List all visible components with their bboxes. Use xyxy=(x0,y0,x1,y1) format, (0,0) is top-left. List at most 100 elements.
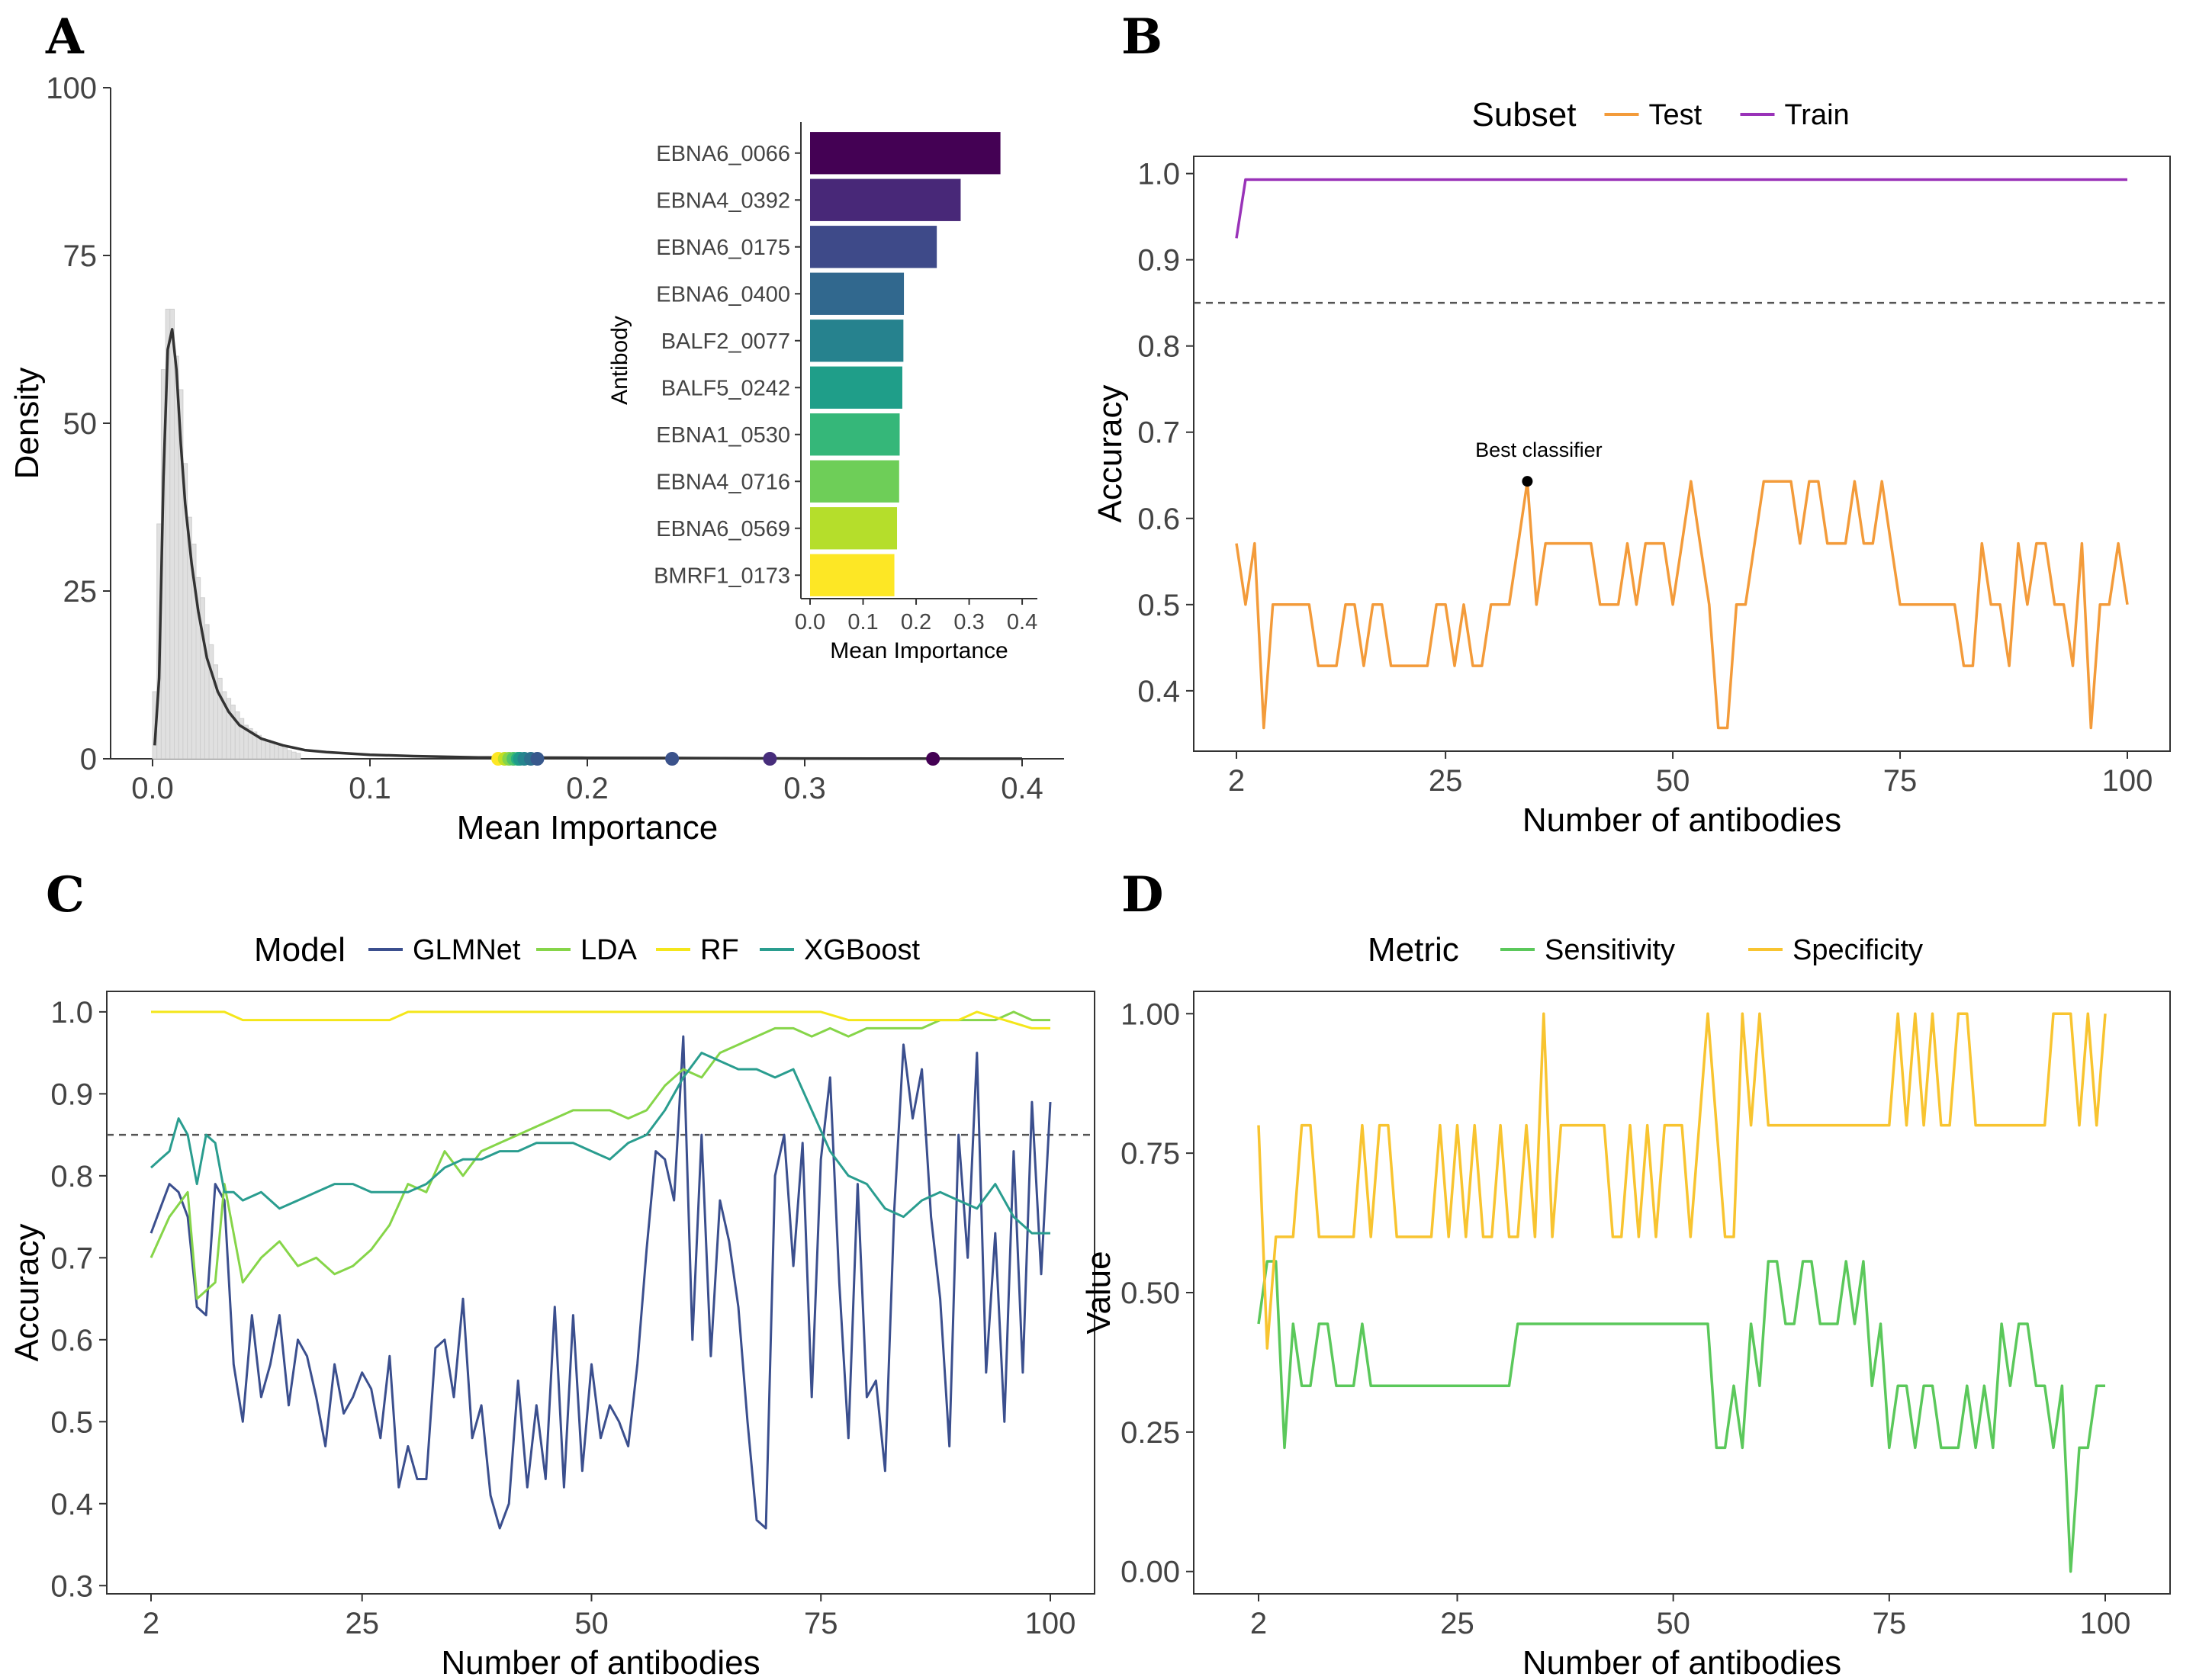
inset-bar xyxy=(810,413,900,456)
y-tick-label: 0.6 xyxy=(1137,503,1180,536)
series-line-lda xyxy=(150,1010,1050,1300)
inset-category-label: EBNA1_0530 xyxy=(656,423,790,448)
x-tick-label: 0.3 xyxy=(783,772,826,805)
histogram-bar xyxy=(265,739,271,760)
y-tick-label: 0.7 xyxy=(50,1242,93,1275)
inset-bar xyxy=(810,554,895,596)
inset-bar xyxy=(810,366,902,409)
x-tick-label: 50 xyxy=(1656,764,1690,798)
x-tick-label: 2 xyxy=(1228,764,1245,798)
y-tick-label: 0.5 xyxy=(50,1405,93,1439)
panel-b-chart: 2 25 50 75 100 0.4 0.5 0.6 0.7 0.8 0.9 1.0 Number of… xyxy=(1092,96,2171,839)
x-tick-label: 2 xyxy=(1250,1607,1267,1640)
y-axis-title: Accuracy xyxy=(8,1224,46,1362)
histogram-bar xyxy=(287,750,292,760)
series-line-specificity xyxy=(1257,1012,2107,1350)
x-tick-label: 50 xyxy=(574,1607,609,1640)
panel-letter-c: C xyxy=(46,866,85,924)
legend-label: RF xyxy=(700,934,739,966)
x-tick-label: 75 xyxy=(1873,1607,1907,1640)
best-classifier-label: Best classifier xyxy=(1475,438,1603,461)
best-classifier-point xyxy=(1522,476,1533,487)
y-tick-label: 25 xyxy=(63,575,98,609)
inset-category-label: BALF2_0077 xyxy=(661,329,790,354)
y-tick-label: 1.0 xyxy=(50,996,93,1030)
panel-letter-a: A xyxy=(45,8,85,66)
y-tick-label: 0.4 xyxy=(1137,675,1180,708)
x-tick-label: 100 xyxy=(2102,764,2153,798)
inset-category-label: EBNA6_0066 xyxy=(656,142,790,166)
inset-x-tick-label: 0.2 xyxy=(901,610,931,634)
inset-bar xyxy=(810,178,961,221)
histogram-bar xyxy=(291,751,297,760)
series-line-glmnet xyxy=(150,1035,1052,1530)
x-axis-title: Mean Importance xyxy=(457,809,718,846)
legend-label: XGBoost xyxy=(804,934,921,966)
histogram-bar xyxy=(169,308,175,760)
panel-c-chart: 2 25 50 75 100 0.3 0.4 0.5 0.6 0.7 0.8 0.9 1.0 Number… xyxy=(8,931,1095,1680)
x-axis-title: Number of antibodies xyxy=(1522,1644,1841,1680)
x-tick-label: 0.4 xyxy=(1001,772,1043,805)
plot-border xyxy=(106,991,1095,1595)
y-tick-label: 0.9 xyxy=(1137,244,1180,278)
y-tick-label: 0.8 xyxy=(1137,330,1180,364)
x-tick-label: 0.0 xyxy=(131,772,174,805)
series-line-xgboost xyxy=(150,1052,1050,1235)
y-tick-label: 1.00 xyxy=(1121,997,1180,1031)
x-tick-label: 0.2 xyxy=(566,772,609,805)
panel-a-chart: 0.0 0.1 0.2 0.3 0.4 0 25 50 75 100 Mean Importance… xyxy=(8,72,1064,846)
density-curve xyxy=(153,328,1023,760)
x-tick-label: 25 xyxy=(1429,764,1463,798)
importance-point xyxy=(763,752,777,766)
x-tick-label: 25 xyxy=(345,1607,379,1640)
y-axis-title: Density xyxy=(8,368,46,480)
y-tick-label: 0.4 xyxy=(50,1488,93,1521)
inset-x-tick-label: 0.0 xyxy=(795,610,825,634)
legend-label: Train xyxy=(1785,99,1850,131)
legend-label: Sensitivity xyxy=(1545,934,1675,966)
inset-bar xyxy=(810,272,905,315)
legend-title: Model xyxy=(254,931,346,968)
inset-x-tick-label: 0.1 xyxy=(847,610,878,634)
inset-bar xyxy=(810,507,898,550)
inset-category-label: BALF5_0242 xyxy=(661,376,790,400)
inset-category-label: EBNA6_0175 xyxy=(656,236,790,260)
importance-point xyxy=(665,752,680,766)
inset-bar xyxy=(810,226,937,268)
legend-label: Specificity xyxy=(1792,934,1923,966)
inset-category-label: EBNA4_0716 xyxy=(656,470,790,494)
x-axis-title: Number of antibodies xyxy=(441,1644,760,1680)
x-tick-label: 2 xyxy=(143,1607,159,1640)
y-tick-label: 0.00 xyxy=(1121,1556,1180,1589)
series-line-rf xyxy=(151,1010,1050,1030)
histogram-bar xyxy=(261,738,266,760)
legend-title: Metric xyxy=(1368,931,1459,968)
y-tick-label: 50 xyxy=(63,407,98,441)
x-tick-label: 75 xyxy=(804,1607,838,1640)
histogram-bar xyxy=(295,753,301,760)
y-tick-label: 0.50 xyxy=(1121,1277,1180,1310)
histogram-bar xyxy=(208,644,214,760)
x-tick-label: 50 xyxy=(1656,1607,1690,1640)
importance-point xyxy=(530,752,545,766)
y-tick-label: 0.5 xyxy=(1137,589,1180,622)
y-tick-label: 0.7 xyxy=(1137,416,1180,450)
plot-border xyxy=(1193,156,2171,752)
x-tick-label: 100 xyxy=(2080,1607,2131,1640)
inset-category-label: EBNA6_0569 xyxy=(656,517,790,541)
series-line-sensitivity xyxy=(1257,1260,2105,1573)
x-tick-label: 0.1 xyxy=(349,772,391,805)
y-axis-title: Accuracy xyxy=(1092,385,1129,523)
importance-point xyxy=(926,752,940,766)
inset-x-tick-label: 0.4 xyxy=(1007,610,1037,634)
y-tick-label: 0.3 xyxy=(50,1569,93,1603)
histogram-bar xyxy=(282,747,288,760)
y-tick-label: 0.25 xyxy=(1121,1416,1180,1450)
inset-bar xyxy=(810,460,899,503)
panel-d-chart: 2 25 50 75 100 0.00 0.25 0.50 0.75 1.00 Number of … xyxy=(1080,931,2171,1680)
panel-letter-b: B xyxy=(1121,8,1162,66)
inset-y-axis-title: Antibody xyxy=(607,316,632,405)
y-tick-label: 75 xyxy=(63,239,98,273)
y-axis-title: Value xyxy=(1080,1251,1117,1334)
